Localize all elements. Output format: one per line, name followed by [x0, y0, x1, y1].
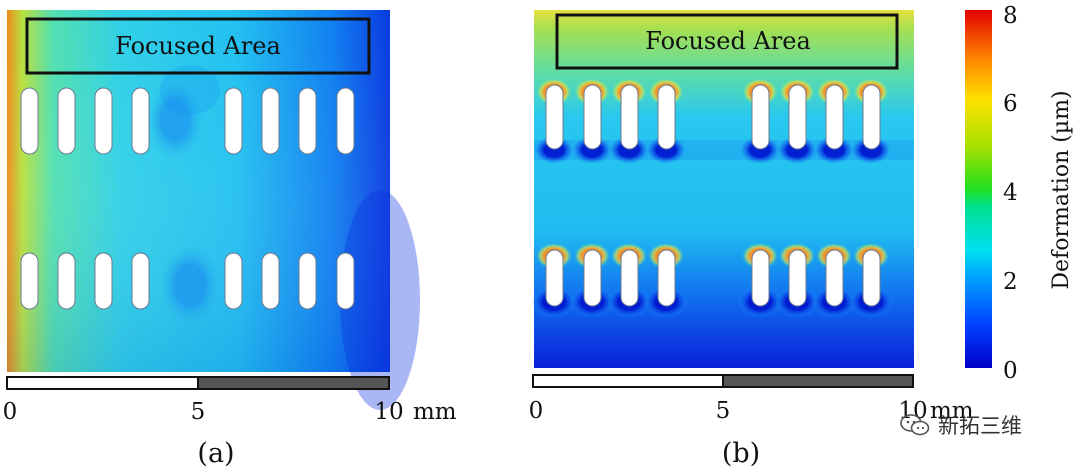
colorbar-ticks: 0 2 4 6 8: [1003, 3, 1018, 384]
colorbar-tick-6: 6: [1003, 91, 1018, 117]
caption-a: (a): [197, 438, 234, 469]
slot: [94, 87, 113, 155]
slot: [657, 249, 676, 307]
caption-b: (b): [722, 438, 760, 469]
slot: [788, 84, 807, 150]
slot: [261, 252, 280, 310]
slot: [336, 87, 355, 155]
slot: [825, 84, 844, 150]
slot: [57, 252, 76, 310]
slots-a: [20, 87, 355, 310]
panel-b: Focused Area 0 5 10 mm (b): [529, 10, 974, 469]
slot: [298, 87, 317, 155]
deformation-field-a: [7, 10, 420, 410]
scale-unit-a: mm: [413, 399, 457, 425]
slot: [298, 252, 317, 310]
colorbar-label: Deformation (µm): [1049, 90, 1074, 289]
slot-halos-a: [147, 80, 220, 325]
slot: [862, 84, 881, 150]
slot: [20, 87, 39, 155]
slot: [545, 84, 564, 150]
slots-b: [545, 84, 881, 307]
colorbar: 0 2 4 6 8 Deformation (µm): [965, 3, 1074, 384]
slot: [751, 249, 770, 307]
scale-tick-0-a: 0: [3, 399, 18, 425]
slot: [261, 87, 280, 155]
scale-tick-10-a: 10: [374, 399, 403, 425]
colorbar-tick-8: 8: [1003, 3, 1018, 29]
slot: [583, 249, 602, 307]
slot: [545, 249, 564, 307]
slot: [57, 87, 76, 155]
scale-tick-5-a: 5: [191, 399, 206, 425]
slot: [224, 87, 243, 155]
scale-tick-10-b: 10: [898, 398, 927, 424]
panel-a: Focused Area 0 5 10 mm (a): [3, 10, 457, 469]
slot: [620, 84, 639, 150]
slot: [131, 252, 150, 310]
scale-bar-a: 0 5 10 mm: [3, 376, 457, 425]
slot: [224, 252, 243, 310]
watermark: 新拓三维: [900, 410, 1022, 440]
slot: [825, 249, 844, 307]
wechat-icon: [900, 414, 930, 436]
colorbar-tick-0: 0: [1003, 358, 1018, 384]
colorbar-tick-4: 4: [1003, 180, 1018, 206]
slot: [336, 252, 355, 310]
slot: [131, 87, 150, 155]
slot: [657, 84, 676, 150]
slot: [583, 84, 602, 150]
scale-bar-b: 0 5 10 mm: [529, 374, 974, 424]
slot: [94, 252, 113, 310]
scale-unit-b: mm: [930, 398, 974, 424]
scale-tick-0-b: 0: [529, 398, 544, 424]
watermark-text: 新拓三维: [938, 414, 1022, 438]
colorbar-gradient: [965, 10, 992, 368]
slot: [751, 84, 770, 150]
slot: [862, 249, 881, 307]
colorbar-tick-2: 2: [1003, 269, 1018, 295]
slot: [620, 249, 639, 307]
focus-label-b: Focused Area: [645, 27, 811, 55]
focus-box-b: Focused Area: [555, 13, 899, 70]
focus-box-a: Focused Area: [25, 17, 371, 75]
slot: [788, 249, 807, 307]
scale-tick-5-b: 5: [716, 398, 731, 424]
slot: [20, 252, 39, 310]
focus-label-a: Focused Area: [115, 32, 281, 60]
